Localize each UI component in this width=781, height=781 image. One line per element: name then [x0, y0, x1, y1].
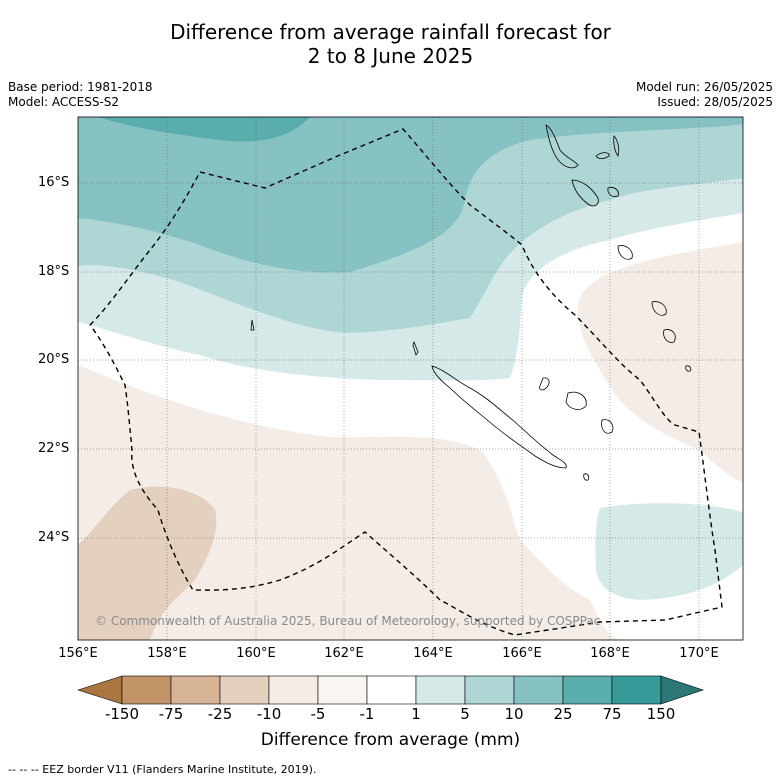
ambae — [595, 152, 610, 160]
belep-islands — [412, 340, 419, 356]
eez-legend-note: -- -- -- EEZ border V11 (Flanders Marine… — [8, 763, 317, 776]
colorbar-segment — [366, 675, 417, 705]
colorbar-tick: -5 — [310, 705, 326, 723]
colorbar-tick: 75 — [602, 705, 622, 723]
copyright-notice: © Commonwealth of Australia 2025, Bureau… — [95, 614, 601, 628]
lon-label: 160°E — [236, 646, 276, 661]
colorbar-title: Difference from average (mm) — [260, 730, 521, 750]
lon-label: 166°E — [502, 646, 542, 661]
rainfall-anomaly-map — [78, 117, 743, 640]
colorbar-extend-low — [77, 675, 123, 705]
contour-dry-light-east — [577, 242, 743, 482]
isle-of-pines — [583, 473, 590, 481]
contour-wet-east-south — [595, 503, 743, 600]
colorbar-segment — [317, 675, 368, 705]
map-frame — [77, 116, 744, 641]
lon-label: 170°E — [679, 646, 719, 661]
colorbar-segment — [464, 675, 515, 705]
contour-wet-4 — [98, 117, 310, 142]
lon-label: 158°E — [147, 646, 187, 661]
meta-right: Model run: 26/05/2025 Issued: 28/05/2025 — [636, 80, 773, 110]
chesterfield-islet — [250, 319, 255, 331]
colorbar-tick: -1 — [359, 705, 375, 723]
colorbar-tick: 1 — [411, 705, 421, 723]
colorbar-tick: 5 — [460, 705, 470, 723]
contour-dry-medium — [78, 486, 217, 640]
ouvea — [539, 377, 550, 391]
espiritu-santo — [545, 124, 579, 169]
lat-label: 24°S — [38, 530, 70, 545]
lon-label: 164°E — [413, 646, 453, 661]
mare — [601, 419, 614, 434]
graticule — [78, 117, 743, 640]
colorbar-segment — [219, 675, 270, 705]
aneityum — [663, 329, 676, 343]
colorbar-segment — [611, 675, 662, 705]
colorbar-segment — [562, 675, 613, 705]
tanna — [651, 301, 667, 316]
hunter-island — [685, 365, 692, 372]
maewo-pentecost — [613, 135, 620, 157]
lon-label: 162°E — [324, 646, 364, 661]
lat-label: 18°S — [38, 264, 70, 279]
colorbar-tick: -150 — [104, 705, 140, 723]
colorbar — [77, 675, 704, 705]
efate — [607, 187, 619, 197]
base-period: Base period: 1981-2018 — [8, 80, 153, 94]
title-line-2: 2 to 8 June 2025 — [307, 44, 474, 68]
colorbar-tick: 25 — [553, 705, 573, 723]
colorbar-segment — [170, 675, 221, 705]
model-name: Model: ACCESS-S2 — [8, 95, 120, 109]
colorbar-segment — [121, 675, 172, 705]
lat-label: 22°S — [38, 441, 70, 456]
contour-wet-3 — [78, 117, 743, 273]
colorbar-tick: -25 — [207, 705, 233, 723]
meta-left: Base period: 1981-2018 Model: ACCESS-S2 — [8, 80, 153, 110]
lifou — [565, 391, 587, 410]
contour-dry-light — [78, 365, 625, 640]
colorbar-extend-high — [660, 675, 704, 705]
colorbar-tick: 150 — [646, 705, 676, 723]
erromango — [617, 245, 633, 260]
colorbar-segment — [268, 675, 319, 705]
colorbar-tick: 10 — [504, 705, 524, 723]
issued-date: Issued: 28/05/2025 — [657, 95, 773, 109]
colorbar-tick: -75 — [158, 705, 184, 723]
malekula — [571, 179, 599, 207]
model-run: Model run: 26/05/2025 — [635, 80, 773, 94]
lat-label: 16°S — [38, 175, 70, 190]
lon-label: 156°E — [58, 646, 98, 661]
lon-label: 168°E — [590, 646, 630, 661]
colorbar-tick: -10 — [256, 705, 282, 723]
lat-label: 20°S — [38, 352, 70, 367]
eez-border — [89, 128, 723, 636]
new-caledonia-coast — [431, 365, 567, 469]
title-line-1: Difference from average rainfall forecas… — [170, 20, 611, 44]
colorbar-segment — [513, 675, 564, 705]
colorbar-segment — [415, 675, 466, 705]
